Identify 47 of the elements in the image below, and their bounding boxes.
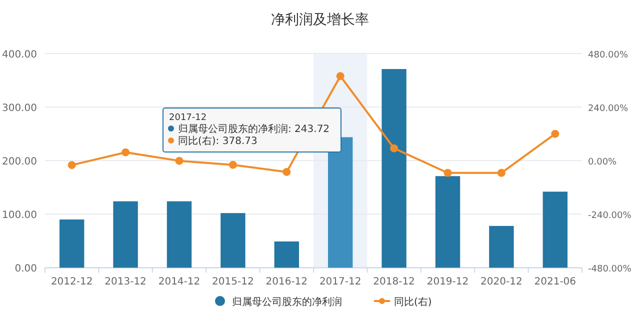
bar: [60, 220, 84, 268]
y-tick-label: 300.00: [2, 103, 37, 114]
x-tick-label: 2018-12: [373, 276, 415, 288]
y-tick-label: 200.00: [2, 156, 37, 168]
x-tick-label: 2020-12: [480, 276, 522, 288]
point: [282, 168, 291, 176]
x-tick-label: 2021-06: [534, 276, 576, 288]
point: [175, 156, 184, 165]
x-tick-label: 2014-12: [158, 276, 200, 288]
point: [444, 168, 452, 177]
point: [551, 130, 560, 138]
y-tick-label: 400.00: [2, 50, 37, 60]
x-tick-label: 2019-12: [426, 276, 469, 288]
y2-tick-label: 0.00%: [588, 158, 618, 168]
point: [68, 161, 76, 170]
bar: [382, 69, 406, 268]
x-tick-label: 2013-12: [104, 276, 146, 288]
annotation: 同比(右): 378.73: [178, 135, 258, 147]
bar: [328, 137, 353, 268]
bar: [542, 192, 568, 268]
bar: [489, 226, 514, 268]
point: [122, 148, 130, 156]
point: [228, 160, 237, 169]
x-tick-label: 2017-12: [319, 276, 362, 288]
annotation: 2017-12: [169, 113, 207, 123]
legend-label: 归属母公司股东的净利润: [232, 296, 342, 308]
y2-tick-label: 480.00%: [588, 50, 628, 60]
y-tick-label: 100.00: [2, 210, 37, 222]
bar: [113, 201, 138, 268]
point: [390, 144, 398, 152]
y2-tick-label: -480.00%: [588, 264, 632, 275]
point: [336, 72, 344, 80]
y-tick-label: 0.00: [14, 264, 37, 275]
x-tick-label: 2016-12: [266, 276, 308, 288]
bar: [435, 176, 460, 268]
y2-tick-label: 240.00%: [588, 104, 628, 114]
bar: [166, 201, 192, 268]
x-tick-label: 2012-12: [50, 276, 93, 288]
tooltip: 2017-12 归属母公司股东的净利润: 243.72 同比(右): 378.73: [162, 108, 342, 152]
legend-label: 同比(右): [394, 296, 432, 308]
annotation: 归属母公司股东的净利润: 243.72: [178, 123, 330, 135]
bar: [274, 241, 299, 268]
chart-title: 净利润及增长率: [271, 12, 369, 28]
y2-tick-label: -240.00%: [588, 211, 632, 222]
point: [497, 168, 506, 177]
x-tick-label: 2015-12: [212, 276, 254, 288]
bar: [220, 213, 246, 268]
